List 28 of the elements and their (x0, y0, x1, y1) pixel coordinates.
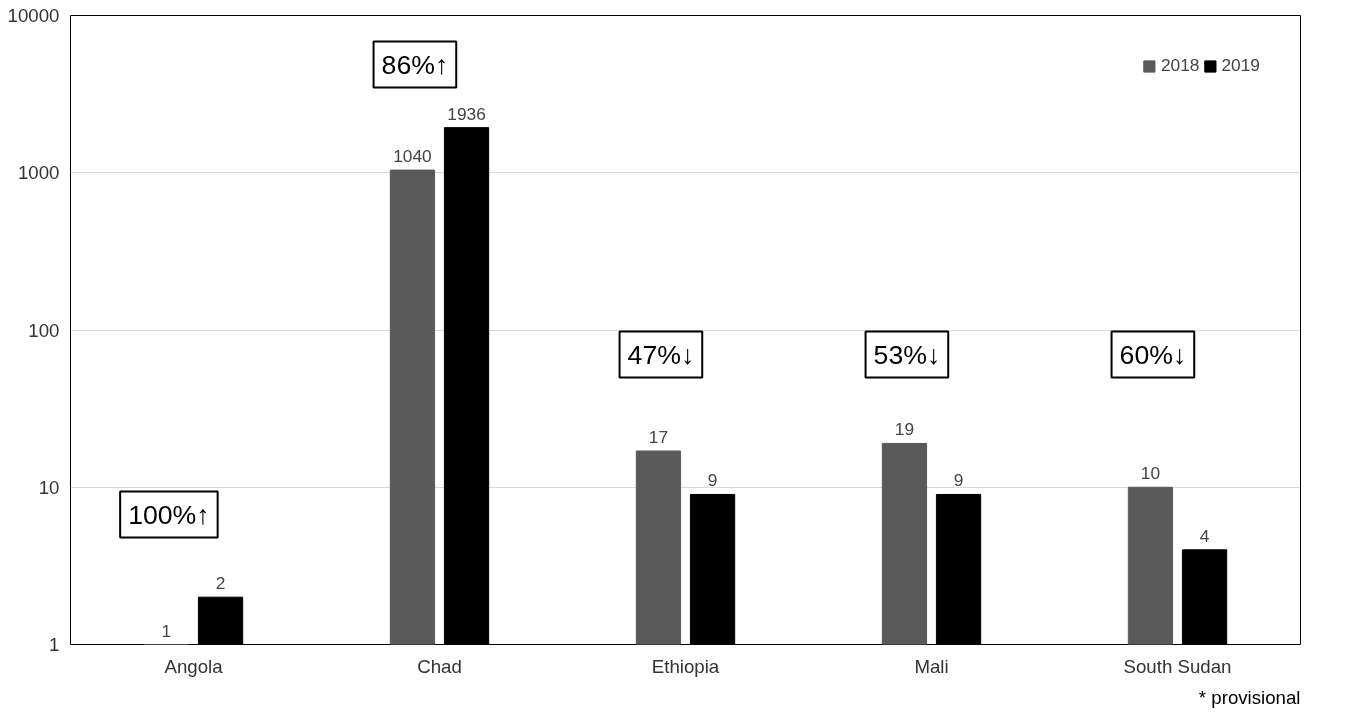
x-tick-label: South Sudan (1123, 655, 1232, 677)
annotation: 60%↓ (1119, 339, 1187, 370)
legend-label: 2018 (1160, 55, 1200, 76)
data-label: 19 (894, 419, 915, 440)
data-label: 4 (1199, 525, 1210, 546)
x-tick-label: Angola (164, 655, 224, 677)
x-tick-label: Chad (417, 655, 462, 677)
text: * provisional (1198, 686, 1301, 708)
annotation: 86%↑ (381, 49, 449, 80)
data-label: 1936 (447, 103, 486, 124)
data-label: 2 (215, 573, 226, 594)
y-tick-label: 1000 (18, 162, 60, 184)
legend-label: 2019 (1221, 55, 1260, 76)
y-tick-label: 10 (38, 476, 60, 498)
annotation: 53%↓ (873, 339, 941, 370)
y-tick-label: 1 (49, 634, 60, 655)
data-label: 10 (1140, 463, 1161, 484)
x-tick-label: Ethiopia (651, 655, 720, 677)
data-label: 9 (707, 470, 718, 491)
x-tick-label: Mali (914, 655, 949, 677)
data-label: 1 (161, 620, 172, 641)
data-label: 17 (648, 427, 669, 448)
y-tick-label: 10000 (7, 5, 60, 26)
y-tick-label: 100 (28, 319, 60, 341)
data-label: 9 (953, 470, 964, 491)
annotation: 47%↓ (627, 339, 695, 370)
data-label: 1040 (393, 146, 432, 167)
annotation: 100%↑ (128, 499, 210, 530)
